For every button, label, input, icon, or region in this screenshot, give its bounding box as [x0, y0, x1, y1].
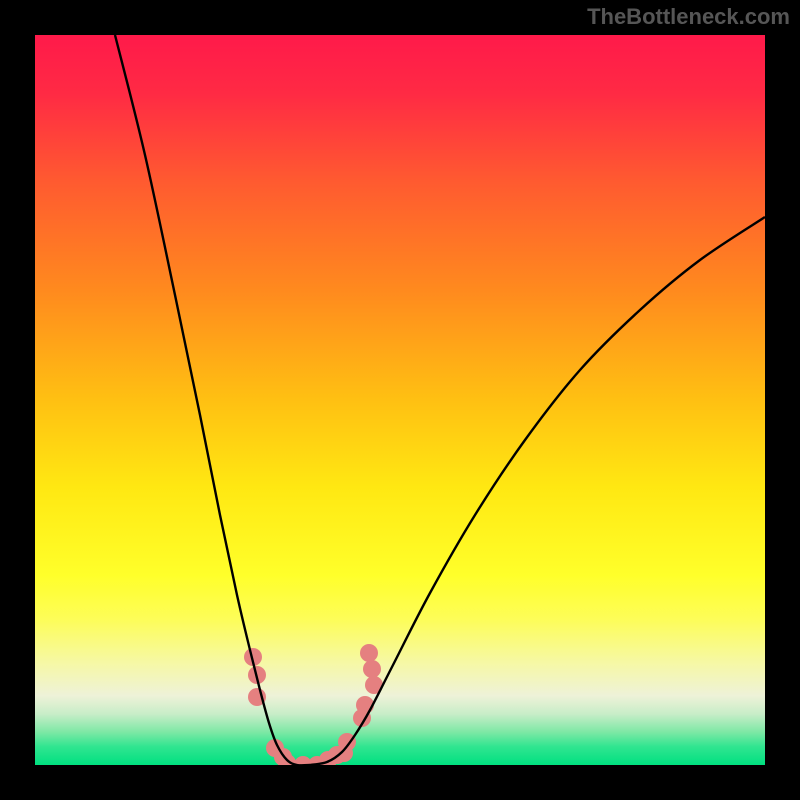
marker-dot	[328, 746, 346, 764]
frame-bottom	[0, 765, 800, 800]
marker-dot	[266, 739, 284, 757]
marker-dot	[308, 756, 326, 765]
marker-dot	[365, 676, 383, 694]
marker-dot	[278, 754, 296, 765]
marker-dot	[294, 756, 312, 765]
marker-dot	[356, 696, 374, 714]
marker-dot	[353, 709, 371, 727]
watermark-text: TheBottleneck.com	[587, 4, 790, 30]
marker-dot	[244, 648, 262, 666]
curve-left	[115, 35, 310, 765]
marker-dot	[274, 748, 292, 765]
chart-svg	[35, 35, 765, 765]
marker-dot	[360, 644, 378, 662]
curve-right	[310, 217, 765, 765]
marker-dot	[248, 688, 266, 706]
marker-dot	[335, 744, 353, 762]
marker-dot	[338, 733, 356, 751]
marker-dot	[319, 751, 337, 765]
gradient-background	[35, 35, 765, 765]
marker-dot	[363, 660, 381, 678]
frame-right	[765, 0, 800, 800]
marker-dot	[248, 666, 266, 684]
frame-left	[0, 0, 35, 800]
markers-group	[244, 644, 383, 765]
plot-area	[35, 35, 765, 765]
